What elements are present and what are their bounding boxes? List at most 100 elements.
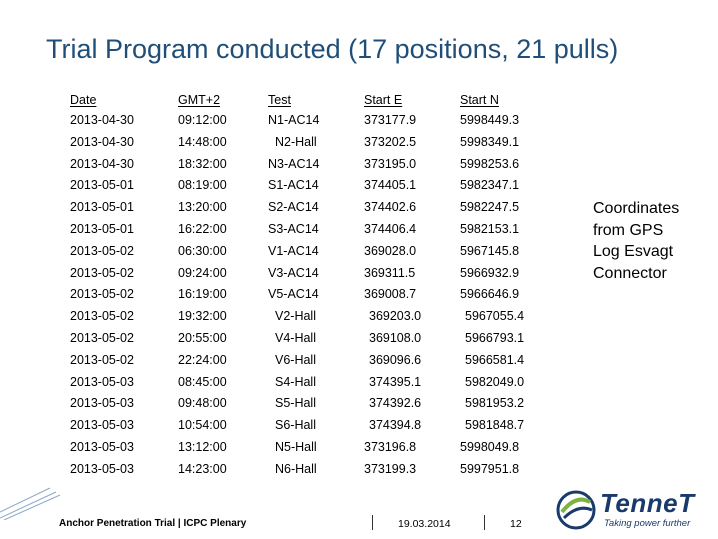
test-cell: V5-AC14: [268, 287, 319, 302]
column-header: Start E: [364, 93, 403, 107]
start-n-cell: 5966932.9: [460, 265, 520, 280]
test-cell: N1-AC14: [268, 113, 320, 127]
date-cell: 2013-05-02: [70, 265, 134, 280]
start-n-cell: 5982049.0: [465, 374, 525, 389]
date-cell: 2013-05-02: [70, 331, 134, 345]
start-e-cell: 373202.5: [364, 134, 417, 149]
start-n-cell: 5998349.1: [460, 134, 520, 149]
start-e-cell: 373199.3: [364, 461, 417, 476]
start-n-cell: 5982247.5: [460, 200, 520, 215]
logo-tagline: Taking power further: [604, 518, 691, 529]
time-cell: 10:54:00: [178, 418, 227, 433]
column-header: Test: [268, 93, 291, 107]
date-cell: 2013-05-02: [70, 243, 134, 258]
time-cell: 09:48:00: [178, 396, 227, 411]
date-cell: 2013-04-30: [70, 113, 134, 127]
time-cell: 14:48:00: [178, 134, 227, 149]
date-cell: 2013-05-02: [70, 352, 134, 367]
time-cell: 08:45:00: [178, 374, 227, 389]
date-cell: 2013-05-03: [70, 396, 134, 411]
note-line: Log Esvagt: [593, 243, 674, 260]
time-cell: 13:12:00: [178, 440, 227, 454]
start-n-cell: 5966793.1: [465, 331, 525, 345]
date-cell: 2013-05-02: [70, 287, 134, 302]
test-cell: V1-AC14: [268, 243, 319, 258]
start-e-cell: 374394.8: [369, 418, 422, 433]
time-cell: 06:30:00: [178, 243, 227, 258]
diagonal-lines-decoration: [0, 487, 61, 520]
start-e-cell: 369108.0: [369, 331, 422, 345]
start-e-cell: 369008.7: [364, 287, 417, 302]
test-cell: N6-Hall: [275, 461, 317, 476]
time-cell: 16:19:00: [178, 287, 227, 302]
date-cell: 2013-04-30: [70, 156, 134, 171]
test-cell: V6-Hall: [275, 352, 316, 367]
time-cell: 22:24:00: [178, 352, 227, 367]
time-cell: 08:19:00: [178, 178, 227, 193]
start-e-cell: 374406.4: [364, 222, 417, 236]
logo-wordmark: TenneT: [600, 488, 695, 518]
start-n-cell: 5966581.4: [465, 352, 525, 367]
test-cell: V2-Hall: [275, 309, 316, 324]
start-n-cell: 5982153.1: [460, 222, 520, 236]
date-cell: 2013-05-03: [70, 374, 134, 389]
start-n-cell: 5966646.9: [460, 287, 520, 302]
page-number: 12: [510, 518, 522, 530]
start-e-cell: 374405.1: [364, 178, 417, 193]
start-e-cell: 374395.1: [369, 374, 422, 389]
time-cell: 09:12:00: [178, 113, 227, 127]
start-n-cell: 5998049.8: [460, 440, 520, 454]
time-cell: 14:23:00: [178, 461, 227, 476]
date-cell: 2013-05-03: [70, 440, 134, 454]
start-n-cell: 5998449.3: [460, 113, 520, 127]
test-cell: S6-Hall: [275, 418, 316, 433]
start-e-cell: 369096.6: [369, 352, 422, 367]
date-cell: 2013-05-01: [70, 178, 134, 193]
time-cell: 20:55:00: [178, 331, 227, 345]
start-e-cell: 373195.0: [364, 156, 417, 171]
start-e-cell: 373196.8: [364, 440, 417, 454]
time-cell: 16:22:00: [178, 222, 227, 236]
slide-title: Trial Program conducted (17 positions, 2…: [46, 34, 619, 64]
start-e-cell: 369311.5: [364, 265, 416, 280]
test-cell: S3-AC14: [268, 222, 319, 236]
test-cell: N3-AC14: [268, 156, 320, 171]
start-e-cell: 369028.0: [364, 243, 417, 258]
footer-separator: [484, 515, 485, 530]
column-header: Start N: [460, 93, 499, 107]
date-cell: 2013-05-02: [70, 309, 134, 324]
test-cell: N5-Hall: [275, 440, 317, 454]
start-n-cell: 5967055.4: [465, 309, 525, 324]
start-e-cell: 374402.6: [364, 200, 417, 215]
start-n-cell: 5981953.2: [465, 396, 525, 411]
date-cell: 2013-05-01: [70, 200, 134, 215]
test-cell: V3-AC14: [268, 265, 319, 280]
column-header: Date: [70, 93, 97, 107]
tennet-logo-icon: [556, 490, 596, 530]
start-n-cell: 5998253.6: [460, 156, 520, 171]
time-cell: 19:32:00: [178, 309, 227, 324]
test-cell: S5-Hall: [275, 396, 316, 411]
start-e-cell: 373177.9: [364, 113, 417, 127]
time-cell: 18:32:00: [178, 156, 227, 171]
test-cell: V4-Hall: [275, 331, 316, 345]
start-n-cell: 5982347.1: [460, 178, 520, 193]
coordinates-note: Coordinates from GPS Log Esvagt Connector: [593, 198, 679, 284]
date-cell: 2013-05-03: [70, 461, 134, 476]
footer-separator: [372, 515, 373, 530]
time-cell: 13:20:00: [178, 200, 227, 215]
column-header: GMT+2: [178, 93, 221, 107]
test-cell: S2-AC14: [268, 200, 319, 215]
start-n-cell: 5967145.8: [460, 243, 520, 258]
note-line: from GPS: [593, 221, 664, 239]
note-line: Connector: [593, 264, 667, 282]
test-cell: S4-Hall: [275, 374, 316, 389]
date-cell: 2013-05-01: [70, 222, 134, 236]
time-cell: 09:24:00: [178, 265, 227, 280]
start-e-cell: 369203.0: [369, 309, 422, 324]
date-cell: 2013-05-03: [70, 418, 134, 433]
start-e-cell: 374392.6: [369, 396, 422, 411]
footer-date: 19.03.2014: [398, 518, 451, 530]
start-n-cell: 5981848.7: [465, 418, 525, 433]
